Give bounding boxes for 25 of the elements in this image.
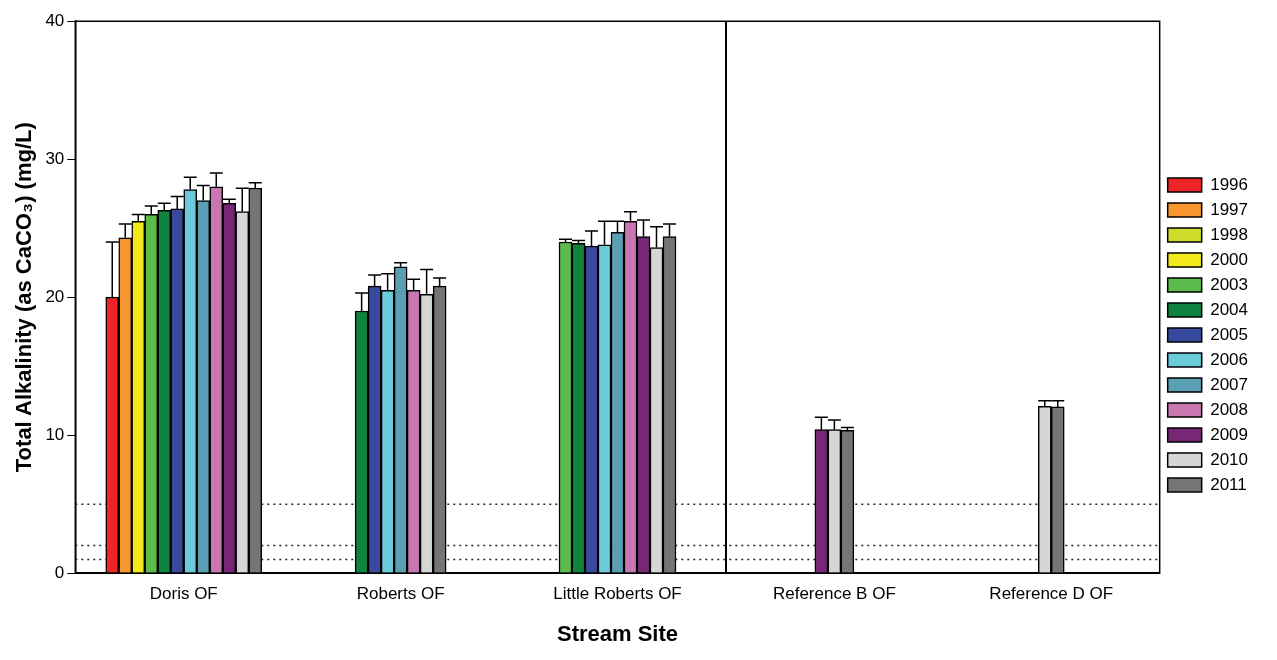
legend-label: 2007 [1210,374,1249,394]
x-tick-label: Reference D OF [989,584,1114,604]
legend-label: 2008 [1210,399,1249,419]
legend-label: 2003 [1210,274,1249,294]
legend-label: 2011 [1210,474,1247,494]
legend-label: 2006 [1210,349,1249,369]
x-tick-label: Little Roberts OF [553,584,682,604]
x-tick-label: Doris OF [149,584,218,604]
legend-label: 2005 [1210,324,1249,344]
legend-label: 1997 [1210,199,1249,219]
y-axis-title: Total Alkalinity (as CaCO₃) (mg/L) [11,122,37,473]
x-tick-label: Roberts OF [356,584,445,604]
legend-label: 2000 [1210,249,1249,269]
x-tick-label: Reference B OF [772,584,896,604]
legend-label: 2004 [1210,299,1249,319]
x-axis-title: Stream Site [556,620,679,646]
y-tick-label: 30 [45,148,65,168]
y-tick-label: 10 [45,424,65,444]
legend-label: 2010 [1210,449,1249,469]
legend-label: 1996 [1210,174,1249,194]
legend-label: 2009 [1210,424,1249,444]
y-tick-label: 40 [45,10,65,30]
y-tick-label: 20 [45,286,65,306]
legend-label: 1998 [1210,224,1249,244]
y-tick-label: 0 [54,562,65,582]
